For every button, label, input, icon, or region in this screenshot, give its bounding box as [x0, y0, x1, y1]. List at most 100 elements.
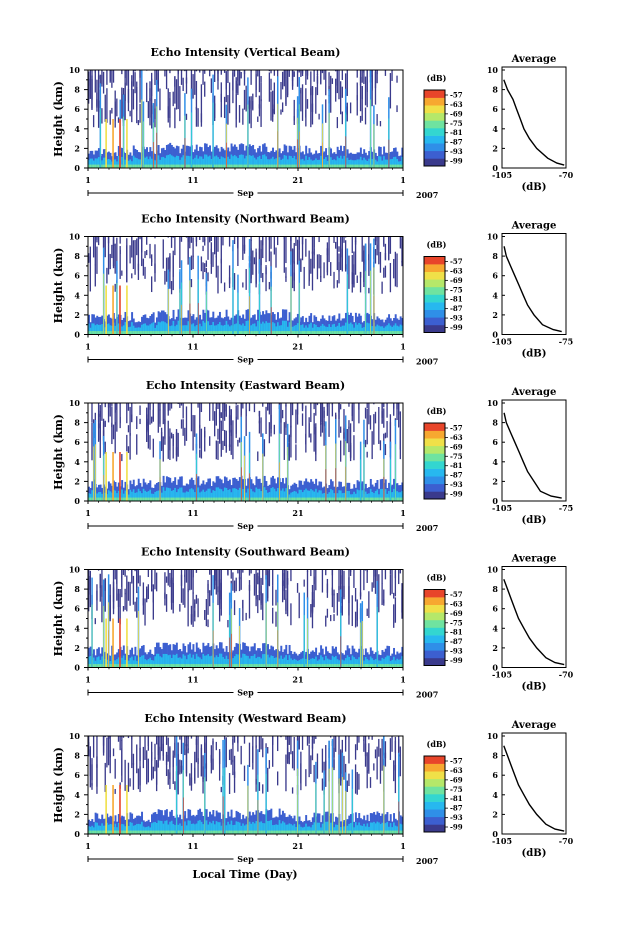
echo-cell: [248, 658, 251, 668]
echo-cell: [305, 155, 308, 168]
echo-cell: [331, 331, 334, 335]
echo-cell: [333, 657, 336, 668]
echo-cell: [396, 403, 398, 421]
echo-cell: [159, 88, 161, 111]
echo-cell: [194, 767, 196, 784]
echo-cell: [184, 70, 186, 72]
echo-cell: [107, 246, 110, 275]
avg-y-tick-label: 10: [487, 565, 499, 575]
echo-cell: [187, 155, 190, 168]
echo-cell: [91, 758, 93, 781]
echo-cell: [286, 659, 289, 668]
echo-cell: [308, 830, 311, 834]
echo-cell: [325, 615, 327, 627]
echo-cell: [232, 164, 235, 168]
echo-cell: [250, 96, 252, 129]
echo-cell: [273, 70, 276, 76]
echo-cell: [391, 497, 394, 501]
echo-cell: [376, 497, 379, 501]
echo-cell: [237, 404, 239, 420]
echo-cell: [343, 585, 345, 600]
echo-cell: [146, 331, 148, 335]
colorbar-frame: [423, 422, 446, 500]
echo-cell: [187, 748, 189, 754]
echo-cell: [214, 70, 216, 82]
echo-cell: [399, 164, 402, 168]
colorbar-band: [424, 112, 445, 121]
avg-y-tick-label: 2: [492, 476, 498, 486]
echo-cell: [298, 664, 301, 668]
echo-cell: [311, 331, 314, 335]
echo-cell: [371, 664, 374, 668]
echo-cell: [99, 825, 102, 834]
echo-cell: [328, 664, 331, 668]
echo-cell: [185, 749, 188, 774]
echo-cell: [134, 157, 137, 168]
echo-cell: [127, 762, 130, 792]
echo-cell: [361, 160, 364, 168]
echo-cell: [295, 497, 298, 501]
echo-cell: [326, 658, 329, 668]
colorbar-tick-label: -81: [450, 628, 463, 637]
echo-cell: [286, 70, 289, 95]
echo-cell: [190, 777, 193, 786]
echo-cell: [164, 158, 167, 168]
echo-cell: [96, 79, 98, 108]
echo-cell: [159, 820, 162, 834]
echo-cell: [192, 415, 194, 451]
echo-cell: [237, 489, 240, 501]
echo-cell: [318, 490, 321, 501]
echo-cell: [322, 142, 323, 168]
echo-cell: [230, 830, 233, 834]
echo-cell: [363, 823, 366, 834]
echo-cell: [291, 660, 294, 668]
echo-cell: [250, 331, 253, 335]
echo-cell: [313, 822, 316, 834]
echo-cell: [257, 116, 259, 122]
echo-cell: [300, 159, 303, 168]
echo-cell: [153, 142, 154, 168]
echo-cell: [296, 239, 299, 265]
echo-cell: [237, 70, 239, 81]
echo-cell: [267, 159, 270, 168]
avg-y-tick-label: 4: [492, 457, 498, 467]
echo-cell: [144, 736, 146, 760]
echo-cell: [107, 830, 110, 834]
echo-cell: [364, 491, 367, 501]
echo-cell: [258, 576, 261, 594]
echo-cell: [273, 658, 276, 668]
echo-cell: [336, 593, 339, 616]
echo-cell: [278, 157, 281, 168]
echo-cell: [359, 156, 362, 168]
echo-cell: [155, 572, 158, 592]
echo-cell: [237, 164, 240, 168]
echo-cell: [142, 664, 145, 668]
echo-cell: [144, 164, 147, 168]
echo-cell: [401, 331, 404, 335]
echo-cell: [323, 497, 326, 501]
echo-cell: [202, 331, 205, 335]
echo-cell: [151, 276, 153, 293]
echo-cell: [114, 243, 116, 274]
echo-cell: [88, 656, 90, 668]
echo-cell: [167, 737, 169, 762]
echo-cell: [315, 569, 317, 591]
echo-cell: [151, 164, 153, 168]
echo-cell: [310, 569, 312, 577]
echo-cell: [379, 748, 382, 784]
echo-cell: [280, 830, 283, 834]
echo-cell: [373, 821, 376, 834]
echo-cell: [364, 830, 367, 834]
echo-cell: [91, 783, 93, 790]
echo-cell: [127, 660, 130, 668]
echo-cell: [281, 488, 284, 501]
echo-cell: [303, 826, 306, 834]
echo-cell: [354, 830, 357, 834]
echo-cell: [170, 164, 173, 168]
echo-cell: [303, 615, 305, 668]
echo-cell: [93, 446, 95, 501]
echo-cell: [217, 487, 220, 501]
echo-cell: [336, 236, 339, 271]
echo-cell: [265, 236, 267, 263]
echo-cell: [217, 656, 220, 668]
